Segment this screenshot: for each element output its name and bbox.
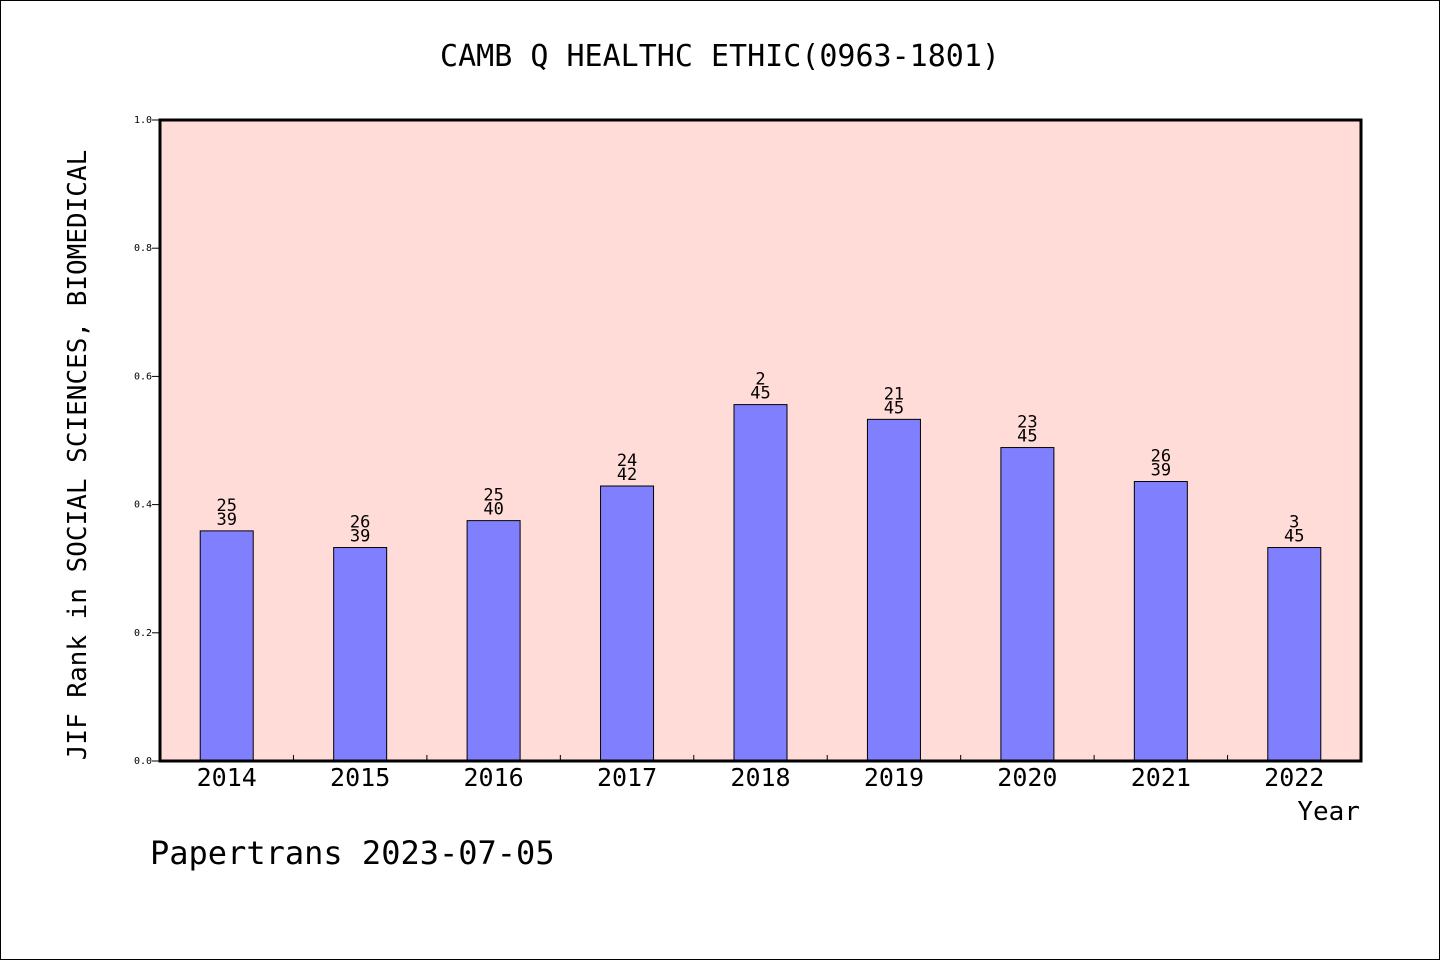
- x-tick-labels: 2014 2015 2016 2017 2018 2019 2020 2021 2022: [197, 763, 1325, 792]
- y-tick-label: 0.8: [134, 243, 152, 254]
- y-tick-label: 0.4: [134, 500, 152, 511]
- bar: [600, 485, 655, 762]
- x-tick-label: 2019: [864, 763, 924, 792]
- bar-label-rank: 21: [884, 384, 904, 404]
- bar-label-rank: 25: [483, 486, 503, 506]
- bar-label-total: 45: [1017, 427, 1037, 447]
- bar-label-total: 39: [350, 527, 370, 547]
- x-tick-label: 2016: [464, 763, 524, 792]
- plot-frame: [158, 118, 1363, 763]
- chart-title: CAMB Q HEALTHC ETHIC(0963-1801): [440, 39, 1000, 74]
- bar: [733, 404, 788, 762]
- bar-label-total: 40: [483, 500, 503, 520]
- bar-label-rank: 2: [755, 370, 765, 390]
- bar-label-total: 42: [617, 465, 637, 485]
- y-tick-label: 0.0: [134, 756, 152, 767]
- bar-label-total: 45: [750, 384, 770, 404]
- bar-label-rank: 24: [617, 451, 637, 471]
- bar-label-rank: 25: [216, 496, 236, 516]
- bar-label-rank: 26: [350, 513, 370, 533]
- bar: [1133, 481, 1188, 762]
- x-tick-label: 2015: [330, 763, 390, 792]
- y-axis-label: JIF Rank in SOCIAL SCIENCES, BIOMEDICAL: [63, 150, 93, 760]
- bar-label-total: 45: [884, 398, 904, 418]
- x-axis-label: Year: [1297, 797, 1360, 827]
- bar: [1267, 547, 1322, 762]
- x-tick-label: 2021: [1131, 763, 1191, 792]
- y-tick-label: 0.2: [134, 628, 152, 639]
- bars: [199, 404, 1322, 762]
- bar: [466, 520, 521, 762]
- bar: [333, 547, 388, 762]
- bar-label-total: 45: [1284, 527, 1304, 547]
- bar-label-rank: 3: [1289, 513, 1299, 533]
- bar: [1000, 447, 1055, 762]
- bar-label-total: 39: [216, 510, 236, 530]
- x-tick-label: 2020: [997, 763, 1057, 792]
- footer-note: Papertrans 2023-07-05: [150, 834, 555, 872]
- x-tick-label: 2017: [597, 763, 657, 792]
- x-tick-label: 2018: [730, 763, 790, 792]
- x-tick-label: 2022: [1264, 763, 1324, 792]
- bar-label-rank: 23: [1017, 413, 1037, 433]
- x-tick-label: 2014: [197, 763, 257, 792]
- y-tick-label: 0.6: [134, 371, 152, 382]
- bar: [866, 418, 921, 762]
- y-tick-label: 1.0: [134, 115, 152, 126]
- bar: [199, 530, 254, 762]
- bar-label-rank: 26: [1151, 447, 1171, 467]
- bar-label-total: 39: [1151, 461, 1171, 481]
